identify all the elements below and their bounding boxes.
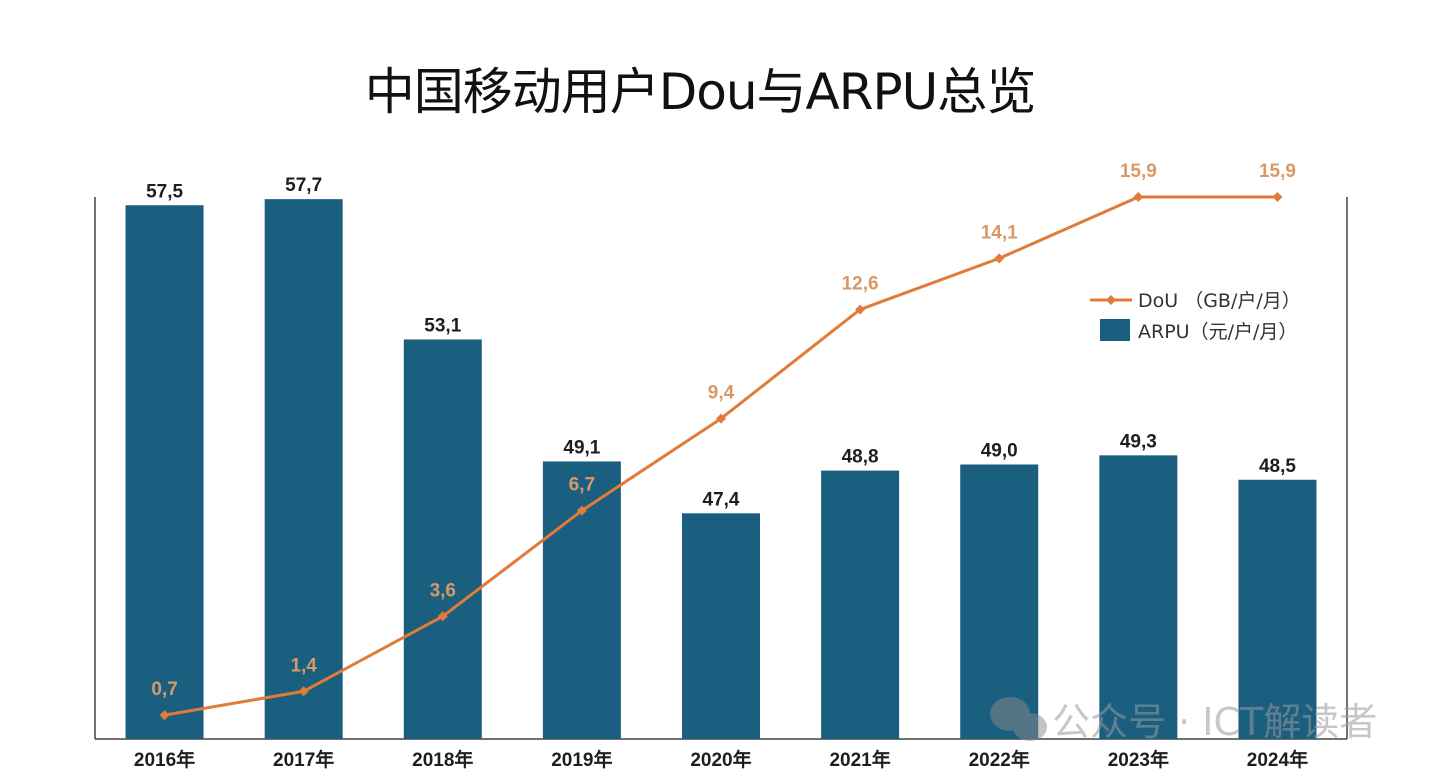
dou-point-marker: [159, 710, 170, 721]
bar-value-label: 57,7: [285, 175, 322, 196]
dou-value-label: 14,1: [981, 222, 1018, 243]
bar-2018年: [403, 339, 482, 739]
dou-value-label: 12,6: [842, 273, 879, 294]
bar-2024年: [1238, 479, 1317, 739]
x-tick-label: 2022年: [969, 748, 1030, 771]
x-tick-label: 2020年: [690, 748, 751, 771]
x-tick-label: 2019年: [551, 748, 612, 771]
bar-value-label: 48,5: [1259, 456, 1296, 477]
dou-point-marker: [576, 505, 587, 516]
bar-2022年: [960, 464, 1039, 739]
legend-bar-swatch: [1100, 319, 1130, 341]
dou-point-marker: [1133, 192, 1144, 202]
bar-2019年: [542, 461, 621, 739]
x-tick-label: 2017年: [273, 748, 334, 771]
bar-value-label: 47,4: [703, 489, 740, 510]
bar-2023年: [1099, 455, 1178, 739]
bar-value-label: 48,8: [842, 447, 879, 468]
watermark-text: 公众号 · ICT解读者: [1052, 700, 1377, 744]
bar-value-label: 49,1: [563, 437, 600, 458]
dou-point-marker: [994, 253, 1005, 264]
dou-value-label: 3,6: [430, 580, 456, 601]
dou-value-label: 0,7: [151, 679, 177, 700]
x-tick-label: 2023年: [1108, 748, 1169, 771]
x-tick-label: 2024年: [1247, 748, 1308, 771]
legend-label-arpu: ARPU（元/户/月）: [1138, 321, 1297, 343]
bar-labels: 57,5 57,7 53,1 49,1 47,4 48,8 49,0 49,3 48,5: [146, 175, 1296, 510]
bar-2020年: [682, 513, 760, 739]
bar-2021年: [821, 470, 900, 739]
legend-item-dou: DoU （GB/户/月）: [1090, 290, 1301, 312]
bar-value-label: 49,0: [981, 441, 1018, 462]
watermark: 公众号 · ICT解读者: [990, 697, 1377, 744]
dou-point-marker: [1272, 192, 1283, 202]
bar-value-label: 49,3: [1120, 431, 1157, 452]
dou-value-label: 1,4: [290, 655, 317, 676]
legend: DoU （GB/户/月） ARPU（元/户/月）: [1090, 290, 1301, 343]
bar-2016年: [125, 205, 204, 739]
dou-point-marker: [855, 304, 866, 315]
dou-point-marker: [437, 611, 448, 622]
dou-value-label: 6,7: [569, 475, 595, 496]
dou-value-label: 15,9: [1120, 161, 1157, 182]
wechat-icon: [990, 697, 1047, 741]
line-labels: 0,7 1,4 3,6 6,7 9,4 12,6 14,1 15,9 15,9: [151, 161, 1296, 700]
bar-value-label: 57,5: [146, 181, 183, 202]
x-tick-label: 2016年: [134, 748, 195, 771]
legend-label-dou: DoU （GB/户/月）: [1138, 290, 1301, 312]
chart-title: 中国移动用户Dou与ARPU总览: [364, 63, 1036, 121]
x-tick-label: 2021年: [829, 748, 890, 771]
dou-point-marker: [716, 413, 726, 424]
x-tick-label: 2018年: [412, 748, 473, 771]
x-axis-labels: 2016年 2017年 2018年 2019年 2020年 2021年 2022年 2023年…: [134, 748, 1308, 771]
bar-series-arpu: [125, 199, 1317, 739]
bar-2017年: [264, 199, 343, 739]
line-series-dou: [159, 192, 1283, 721]
dou-value-label: 15,9: [1259, 161, 1296, 182]
legend-diamond-marker: [1106, 295, 1116, 305]
dou-point-marker: [298, 686, 309, 697]
legend-item-arpu: ARPU（元/户/月）: [1100, 319, 1297, 343]
bar-value-label: 53,1: [424, 315, 461, 336]
dou-value-label: 9,4: [708, 383, 735, 404]
